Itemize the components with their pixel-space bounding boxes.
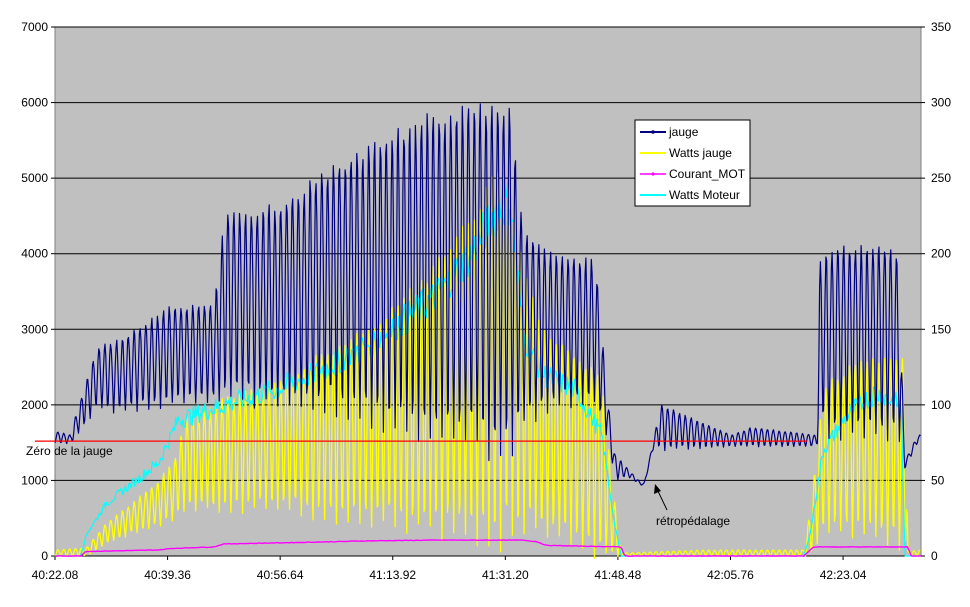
y-tick-label-left: 7000 <box>21 20 48 34</box>
series-jauge <box>54 103 921 486</box>
x-tick-label: 40:39.36 <box>144 568 191 582</box>
annotation-zero-jauge: Zéro de la jauge <box>26 444 113 458</box>
annotation-arrow <box>654 484 668 511</box>
y-tick-label-right: 300 <box>931 96 951 110</box>
legend-label-courant-mot: Courant_MOT <box>669 167 746 181</box>
grid-lines <box>55 26 921 557</box>
y-tick-label-left: 5000 <box>21 171 48 185</box>
legend: jauge Watts jauge Courant_MOT Watts Mote… <box>634 119 751 207</box>
y-tick-label-left: 2000 <box>21 398 48 412</box>
legend-item-jauge: jauge <box>640 125 699 139</box>
y-tick-label-left: 6000 <box>21 96 48 110</box>
legend-item-courant-mot: Courant_MOT <box>640 167 746 181</box>
legend-item-watts-jauge: Watts jauge <box>640 146 732 160</box>
x-axis: 40:22.08 40:39.36 40:56.64 41:13.92 41:31.20… <box>32 556 867 582</box>
y-tick-label-right: 200 <box>931 247 951 261</box>
y-axis-right: 0 50 100 150 200 250 300 350 <box>921 20 951 563</box>
x-tick-label: 41:13.92 <box>369 568 416 582</box>
y-tick-label-left: 4000 <box>21 247 48 261</box>
y-tick-label-left: 3000 <box>21 322 48 336</box>
y-tick-label-right: 100 <box>931 398 951 412</box>
y-tick-label-right: 350 <box>931 20 951 34</box>
y-tick-label-right: 250 <box>931 171 951 185</box>
y-tick-label-right: 0 <box>931 549 938 563</box>
x-tick-label: 40:22.08 <box>32 568 79 582</box>
y-tick-label-left: 0 <box>41 549 48 563</box>
legend-label-jauge: jauge <box>668 125 699 139</box>
y-tick-label-left: 1000 <box>21 473 48 487</box>
annotation-retropedalage: rétropédalage <box>656 514 730 528</box>
legend-item-watts-moteur: Watts Moteur <box>640 188 740 202</box>
x-tick-label: 41:48.48 <box>595 568 642 582</box>
y-tick-label-right: 50 <box>931 473 945 487</box>
x-tick-label: 40:56.64 <box>257 568 304 582</box>
y-axis-left: 0 1000 2000 3000 4000 5000 6000 7000 <box>21 20 55 563</box>
series-layer <box>54 103 922 559</box>
x-tick-label: 42:05.76 <box>707 568 754 582</box>
y-tick-label-right: 150 <box>931 322 951 336</box>
legend-label-watts-jauge: Watts jauge <box>669 146 732 160</box>
x-tick-label: 42:23.04 <box>820 568 867 582</box>
series-courant-mot <box>54 539 922 557</box>
x-tick-label: 41:31.20 <box>482 568 529 582</box>
legend-label-watts-moteur: Watts Moteur <box>669 188 740 202</box>
